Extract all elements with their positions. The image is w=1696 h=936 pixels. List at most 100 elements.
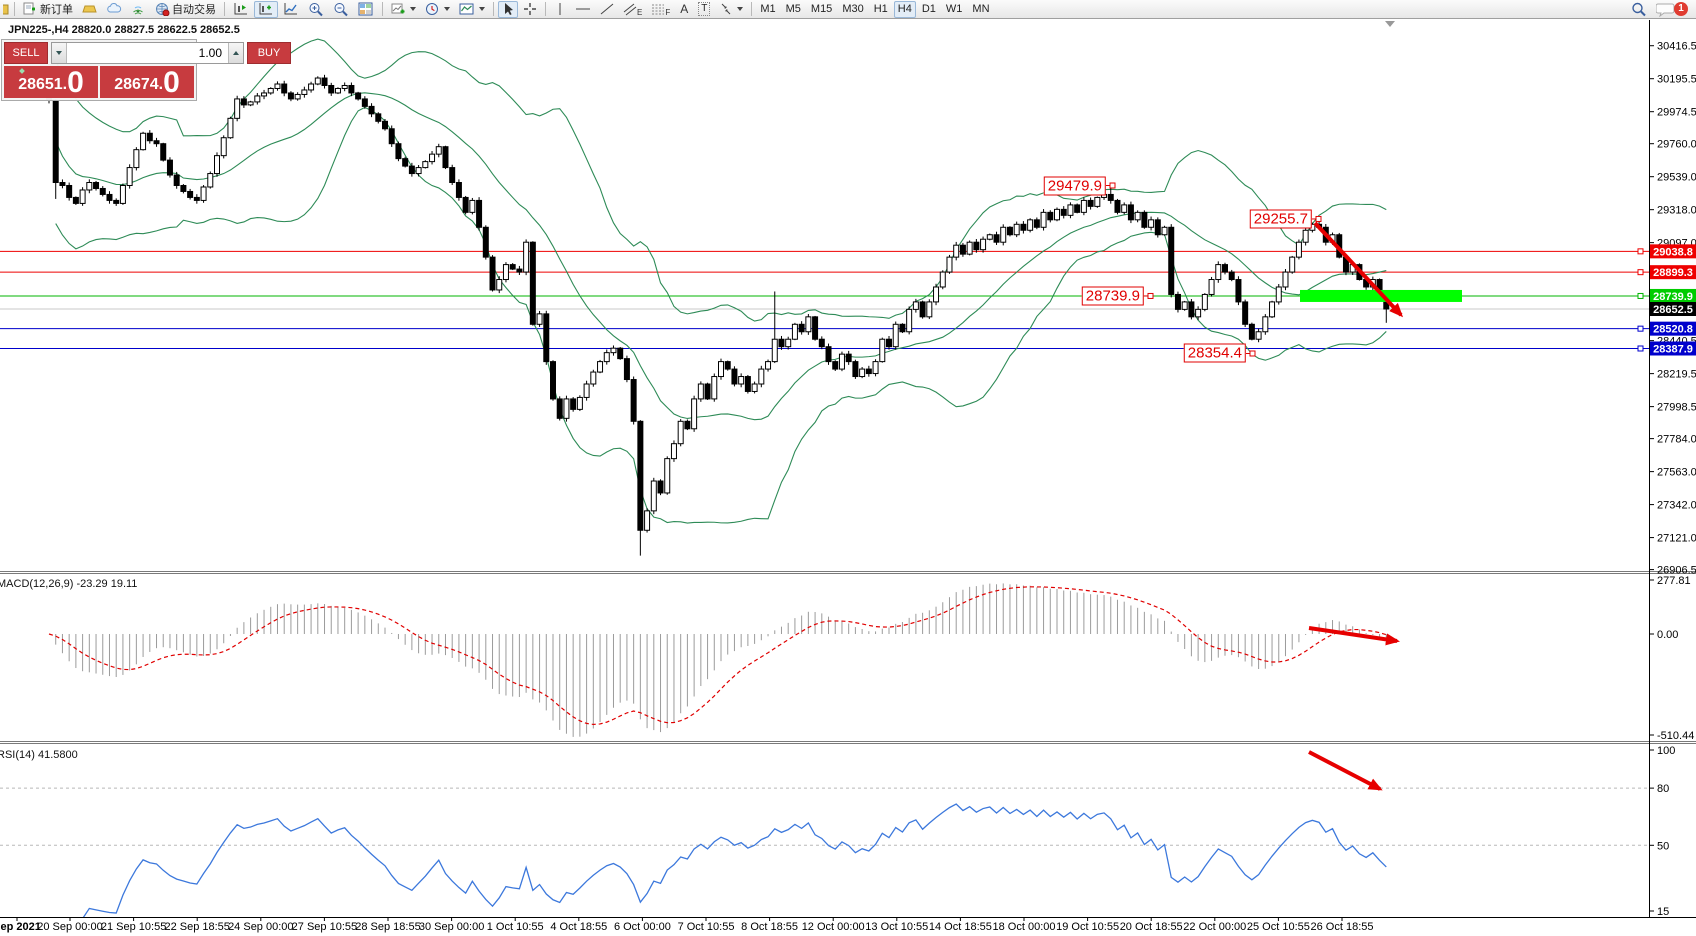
chart-shift-marker[interactable]: [1385, 21, 1395, 27]
price-tick-label: 30195.5: [1657, 74, 1696, 86]
volume-input[interactable]: [67, 43, 228, 63]
trendline-tool-button[interactable]: [596, 1, 618, 18]
price-tick-label: 29318.0: [1657, 205, 1696, 217]
tile-windows-button[interactable]: [354, 1, 378, 18]
fibonacci-tool-button[interactable]: F: [647, 1, 674, 18]
cloud-button[interactable]: [102, 1, 126, 18]
bollinger-band-line: [55, 106, 1387, 524]
zoom-out-button[interactable]: [329, 1, 353, 18]
macd-axis-label: 0.00: [1657, 629, 1678, 641]
search-button[interactable]: [1627, 1, 1651, 18]
time-tick-label: 4 Oct 18:55: [550, 921, 607, 933]
chart-shift-icon: [259, 3, 272, 15]
price-badge-label: 29038.8: [1653, 246, 1693, 258]
price-badge: [1650, 321, 1696, 336]
templates-button[interactable]: [455, 1, 489, 18]
trendline-icon: [600, 3, 614, 15]
line-handle[interactable]: [1637, 345, 1644, 352]
label-tool-button[interactable]: T: [694, 1, 714, 18]
time-tick-label: 26 Oct 18:55: [1311, 921, 1374, 933]
text-tool-button[interactable]: A: [675, 1, 693, 18]
callout-anchor[interactable]: [1315, 215, 1322, 222]
buy-button[interactable]: BUY: [247, 42, 291, 64]
crosshair-tool-button[interactable]: [519, 1, 541, 18]
tab-timeframe-m15[interactable]: M15: [810, 3, 833, 15]
equidistant-channel-tool-button[interactable]: E: [619, 1, 646, 18]
arrows-tool-button[interactable]: [715, 1, 747, 18]
auto-trading-button[interactable]: 自动交易: [151, 1, 220, 18]
volume-decrease-button[interactable]: [52, 43, 67, 63]
tab-timeframe-m1[interactable]: M1: [760, 3, 776, 15]
candlestick-series: [46, 74, 1390, 556]
buy-price-main: 28674.: [114, 76, 164, 93]
arrows-icon: [721, 3, 731, 15]
periods-button[interactable]: [421, 1, 454, 18]
clipped-toolbar-icon[interactable]: [2, 1, 10, 18]
new-order-button[interactable]: 新订单: [19, 1, 77, 18]
sell-price[interactable]: 28651. 0: [4, 66, 98, 98]
time-tick-label: 8 Oct 18:55: [741, 921, 798, 933]
zoom-in-button[interactable]: [304, 1, 328, 18]
zoom-in-icon: [309, 2, 323, 16]
chart-autoscroll-button[interactable]: [229, 1, 253, 18]
time-tick-label: 28 Sep 18:55: [355, 921, 420, 933]
toolbar-separator: [545, 2, 546, 16]
price-callout[interactable]: 28354.4: [1183, 343, 1246, 363]
price-badge-label: 28387.9: [1653, 343, 1693, 355]
price-tick-label: 29760.0: [1657, 139, 1696, 151]
template-icon: [459, 3, 474, 15]
price-tick-label: 27342.0: [1657, 500, 1696, 512]
price-tick-label: 27784.0: [1657, 434, 1696, 446]
line-handle[interactable]: [1637, 325, 1644, 332]
chat-notifications-button[interactable]: 1: [1652, 1, 1688, 18]
time-tick-label: 20 Sep 00:00: [37, 921, 102, 933]
callout-anchor[interactable]: [1109, 182, 1116, 189]
price-callout[interactable]: 28739.9: [1081, 286, 1144, 306]
sell-button[interactable]: SELL: [4, 42, 48, 64]
line-handle[interactable]: [1637, 292, 1644, 299]
new-chart-button[interactable]: [387, 1, 420, 18]
cursor-tool-button[interactable]: [498, 0, 518, 18]
price-badge-label: 28899.3: [1653, 267, 1693, 279]
volume-increase-button[interactable]: [228, 43, 243, 63]
macd-pane: [48, 583, 1387, 737]
callout-anchor[interactable]: [1249, 350, 1256, 357]
profit-chart-icon: [284, 3, 297, 15]
toolbar-separator: [751, 2, 753, 16]
time-tick-label: 1 Oct 10:55: [487, 921, 544, 933]
callout-anchor[interactable]: [1147, 292, 1154, 299]
time-tick-label: 25 Oct 10:55: [1247, 921, 1310, 933]
line-handle[interactable]: [1637, 269, 1644, 276]
buy-price[interactable]: 28674. 0: [100, 66, 194, 98]
time-tick-label: 22 Oct 00:00: [1183, 921, 1246, 933]
price-badge: [1650, 244, 1696, 259]
line-handle[interactable]: [1637, 248, 1644, 255]
time-tick-label: 18 Oct 00:00: [993, 921, 1056, 933]
chat-bubble-icon: [1656, 3, 1675, 17]
tab-timeframe-m30[interactable]: M30: [842, 3, 864, 15]
notification-badge: 1: [1674, 1, 1688, 16]
tab-timeframe-d1[interactable]: D1: [921, 3, 936, 15]
price-badge: [1650, 288, 1696, 303]
chart-shift-button[interactable]: [254, 0, 278, 18]
trend-arrow[interactable]: [1308, 750, 1383, 791]
tab-timeframe-h4[interactable]: H4: [893, 0, 916, 18]
horizontal-line-tool-button[interactable]: [571, 1, 595, 18]
tab-timeframe-mn[interactable]: MN: [972, 3, 990, 15]
dropdown-arrow-icon: [410, 7, 416, 11]
price-callout[interactable]: 29479.9: [1043, 176, 1106, 195]
time-tick-label: 27 Sep 10:55: [292, 921, 357, 933]
trend-arrow[interactable]: [1313, 221, 1404, 318]
gold-button[interactable]: [78, 1, 101, 18]
bollinger-band-line: [55, 38, 1387, 322]
tab-timeframe-w1[interactable]: W1: [945, 3, 963, 15]
trend-arrow[interactable]: [1308, 626, 1400, 646]
profit-chart-button[interactable]: [279, 1, 303, 18]
vertical-line-tool-button[interactable]: [550, 1, 570, 18]
rsi-pane: [0, 787, 1649, 917]
price-callout[interactable]: 29255.7: [1249, 209, 1312, 229]
signal-button[interactable]: [127, 1, 150, 18]
tab-timeframe-m5[interactable]: M5: [785, 3, 801, 15]
tab-timeframe-h1[interactable]: H1: [873, 3, 888, 15]
